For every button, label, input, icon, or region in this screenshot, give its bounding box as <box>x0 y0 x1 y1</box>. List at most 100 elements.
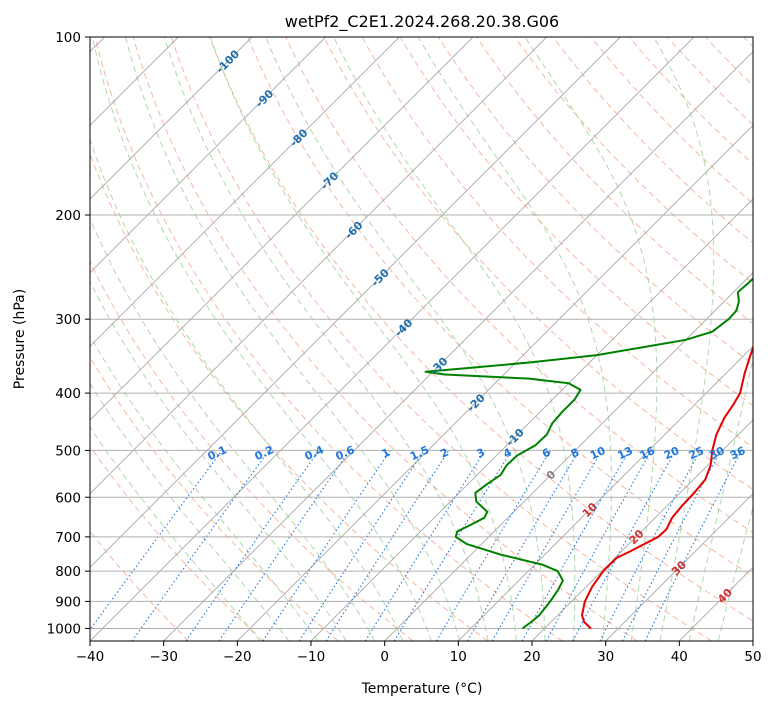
mixing-ratio-label: 0.2 <box>253 443 276 463</box>
isotherm-line <box>310 198 753 641</box>
isotherm-line <box>605 493 753 641</box>
mixing-ratio-label: 6 <box>540 446 553 461</box>
isotherm-line <box>384 272 753 641</box>
mixing-ratio-line <box>621 450 722 641</box>
dry-adiabat-label: -70 <box>318 169 341 192</box>
dry-adiabat-label: -90 <box>253 87 276 110</box>
x-tick-label: −20 <box>223 649 252 665</box>
x-axis-label: Temperature (°C) <box>361 681 483 697</box>
dry-adiabat-line <box>90 152 488 641</box>
x-tick-label: 30 <box>597 649 614 665</box>
dry-adiabat-label: 40 <box>715 586 735 606</box>
y-axis-ticks: 100 200 300 400 500 600 700 800 900 1000 <box>47 30 90 638</box>
dry-adiabat-line <box>90 260 414 641</box>
x-tick-label: 0 <box>380 649 389 665</box>
mixing-ratio-line <box>644 450 742 641</box>
isotherm-line <box>679 566 753 641</box>
dry-adiabat-line <box>209 37 753 622</box>
moist-adiabats <box>90 37 753 641</box>
moist-adiabat-line <box>265 37 546 641</box>
mixing-ratio-line <box>218 450 351 641</box>
isotherm-line <box>531 419 753 641</box>
mixing-ratio-label: 8 <box>569 446 581 461</box>
mixing-ratio-label: 0.6 <box>334 443 357 463</box>
mixing-ratio-label: 25 <box>687 444 706 462</box>
dry-adiabat-line <box>323 37 753 491</box>
isotherm-line <box>90 37 253 200</box>
dry-adiabat-label: 30 <box>669 558 689 578</box>
moist-adiabat-line <box>653 37 715 641</box>
dry-adiabat-line <box>399 37 753 407</box>
y-tick-label: 200 <box>55 208 81 224</box>
dry-adiabat-line <box>705 37 753 87</box>
mixing-ratio-line <box>325 450 450 641</box>
moist-adiabat-line <box>90 382 290 641</box>
y-tick-label: 600 <box>55 490 81 506</box>
dry-adiabat-label: -20 <box>465 391 488 414</box>
dry-adiabat-line <box>90 356 339 641</box>
moist-adiabat-line <box>125 37 461 641</box>
moist-adiabat-line <box>90 280 347 641</box>
moist-adiabat-line <box>209 37 517 641</box>
y-tick-label: 500 <box>55 443 81 459</box>
moist-adiabat-line <box>333 37 576 641</box>
dry-adiabat-line <box>94 37 563 641</box>
mixing-ratio-label: 0.1 <box>206 443 229 463</box>
mixing-ratio-line <box>545 450 652 641</box>
dry-adiabat-line <box>285 37 753 534</box>
plot-frame <box>89 36 754 642</box>
mixing-ratio-label: 30 <box>707 444 727 462</box>
dry-adiabats <box>90 37 753 641</box>
moist-adiabat-line <box>688 355 753 641</box>
x-tick-label: −40 <box>76 649 105 665</box>
y-tick-label: 700 <box>55 530 81 546</box>
chart-title: wetPf2_C2E1.2024.268.20.38.G06 <box>285 12 559 32</box>
dewpoint-line <box>424 277 753 630</box>
dry-adiabat-line <box>590 37 753 205</box>
x-tick-label: −10 <box>297 649 326 665</box>
mixing-ratio-label: 1 <box>380 446 392 461</box>
moist-adiabat-line <box>717 505 753 641</box>
y-tick-label: 400 <box>55 386 81 402</box>
moist-adiabat-line <box>90 426 261 641</box>
dry-adiabat-line <box>247 37 753 577</box>
y-tick-label: 900 <box>55 594 81 610</box>
dry-adiabat-line <box>667 37 753 126</box>
dry-adiabat-label: -50 <box>369 266 392 289</box>
isotherm-line <box>237 124 753 641</box>
dry-adiabat-line <box>90 530 190 641</box>
mixing-ratio-line <box>521 450 630 641</box>
moist-adiabat-line <box>417 37 612 641</box>
mixing-ratio-label: 1.5 <box>408 443 431 463</box>
mixing-ratio-line <box>262 450 391 641</box>
mixing-ratio-label: 10 <box>588 444 608 462</box>
y-axis-label: Pressure (hPa) <box>12 289 28 389</box>
mixing-ratio-label: 13 <box>615 444 634 462</box>
x-axis-ticks: −40 −30 −20 −10 0 10 20 30 40 50 <box>76 641 762 665</box>
isotherm-line <box>90 37 326 274</box>
isotherm-line <box>90 37 695 641</box>
moist-adiabat-line <box>91 37 432 641</box>
x-tick-label: 40 <box>671 649 688 665</box>
isotherm-line <box>90 37 621 568</box>
dry-adiabat-line <box>743 37 753 48</box>
mixing-ratio-line <box>298 450 425 641</box>
moist-adiabat-line <box>163 37 489 641</box>
mixing-ratio-line <box>572 450 676 641</box>
moist-adiabat-line <box>90 217 376 641</box>
isotherm-line <box>458 345 753 641</box>
x-tick-label: 10 <box>450 649 467 665</box>
isotherm-line <box>90 37 474 421</box>
mixing-ratio-label: 16 <box>638 444 658 462</box>
isotherm-line <box>90 37 400 347</box>
mixing-ratio-label: 3 <box>475 446 487 461</box>
plot-area: 0.1 0.2 0.4 0.6 1 1.5 2 3 4 6 8 10 13 16 20 25 30 36-100-… <box>90 37 753 641</box>
dry-adiabat-line <box>628 37 753 165</box>
mixing-ratio-lines <box>90 450 742 641</box>
y-tick-label: 800 <box>55 564 81 580</box>
isotherm-line <box>752 640 753 641</box>
x-tick-label: 20 <box>523 649 540 665</box>
dry-adiabat-line <box>514 37 753 284</box>
isotherm-line <box>163 51 753 641</box>
